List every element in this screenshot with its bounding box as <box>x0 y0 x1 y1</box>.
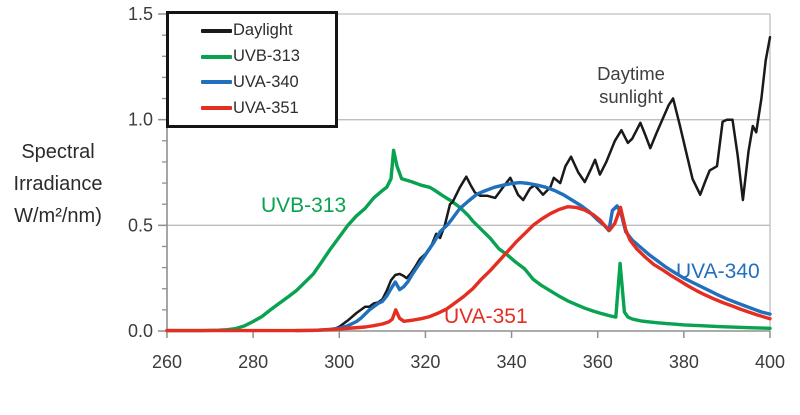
x-tick-label: 260 <box>152 352 182 372</box>
y-axis-title: Spectral Irradiance W/m²/nm) <box>0 136 120 232</box>
legend-label-uva351: UVA-351 <box>233 98 299 117</box>
uvb313-line-swatch <box>201 54 232 59</box>
y-axis-title-line: Irradiance <box>13 173 103 195</box>
y-tick-label: 0.5 <box>128 215 153 235</box>
x-tick-label: 340 <box>497 352 527 372</box>
uva351-line-swatch <box>201 106 232 111</box>
legend-item-daylight: Daylight <box>201 21 335 40</box>
y-axis-ticks: 0.0 0.5 1.0 1.5 <box>128 4 167 341</box>
series-uva-340 <box>294 180 772 333</box>
x-axis-ticks: 260 280 300 320 340 360 380 400 <box>152 331 785 372</box>
uva-340-curve-label: UVA-340 <box>676 260 760 283</box>
y-axis-title-line: W/m²/nm) <box>14 205 102 227</box>
series-daylight <box>325 35 772 332</box>
daytime-sunlight-label: Daytime sunlight <box>597 63 665 107</box>
daylight-line-swatch <box>201 28 232 33</box>
y-tick-label: 1.5 <box>128 4 153 24</box>
y-tick-label: 1.0 <box>128 110 153 130</box>
x-tick-label: 380 <box>669 352 699 372</box>
legend-item-uvb313: UVB-313 <box>201 47 335 66</box>
x-tick-label: 280 <box>238 352 268 372</box>
legend-item-uva340: UVA-340 <box>201 73 335 92</box>
x-tick-label: 360 <box>583 352 613 372</box>
x-tick-label: 300 <box>324 352 354 372</box>
series-uvb-313 <box>165 148 772 333</box>
legend-label-daylight: Daylight <box>233 21 293 40</box>
uva-351-curve-label: UVA-351 <box>444 305 528 328</box>
x-tick-label: 400 <box>755 352 785 372</box>
series-uva-351 <box>165 204 772 333</box>
legend-label-uva340: UVA-340 <box>233 72 299 91</box>
y-minor-ticks <box>162 34 167 311</box>
legend: Daylight UVB-313 UVA-340 UVA-351 <box>166 11 338 128</box>
x-tick-label: 320 <box>410 352 440 372</box>
legend-label-uvb313: UVB-313 <box>233 47 300 66</box>
uvb-313-curve-label: UVB-313 <box>261 194 347 217</box>
uva340-line-swatch <box>201 80 232 85</box>
y-axis-title-line: Spectral <box>21 141 95 163</box>
y-tick-label: 0.0 <box>128 321 153 341</box>
legend-item-uva351: UVA-351 <box>201 99 335 118</box>
